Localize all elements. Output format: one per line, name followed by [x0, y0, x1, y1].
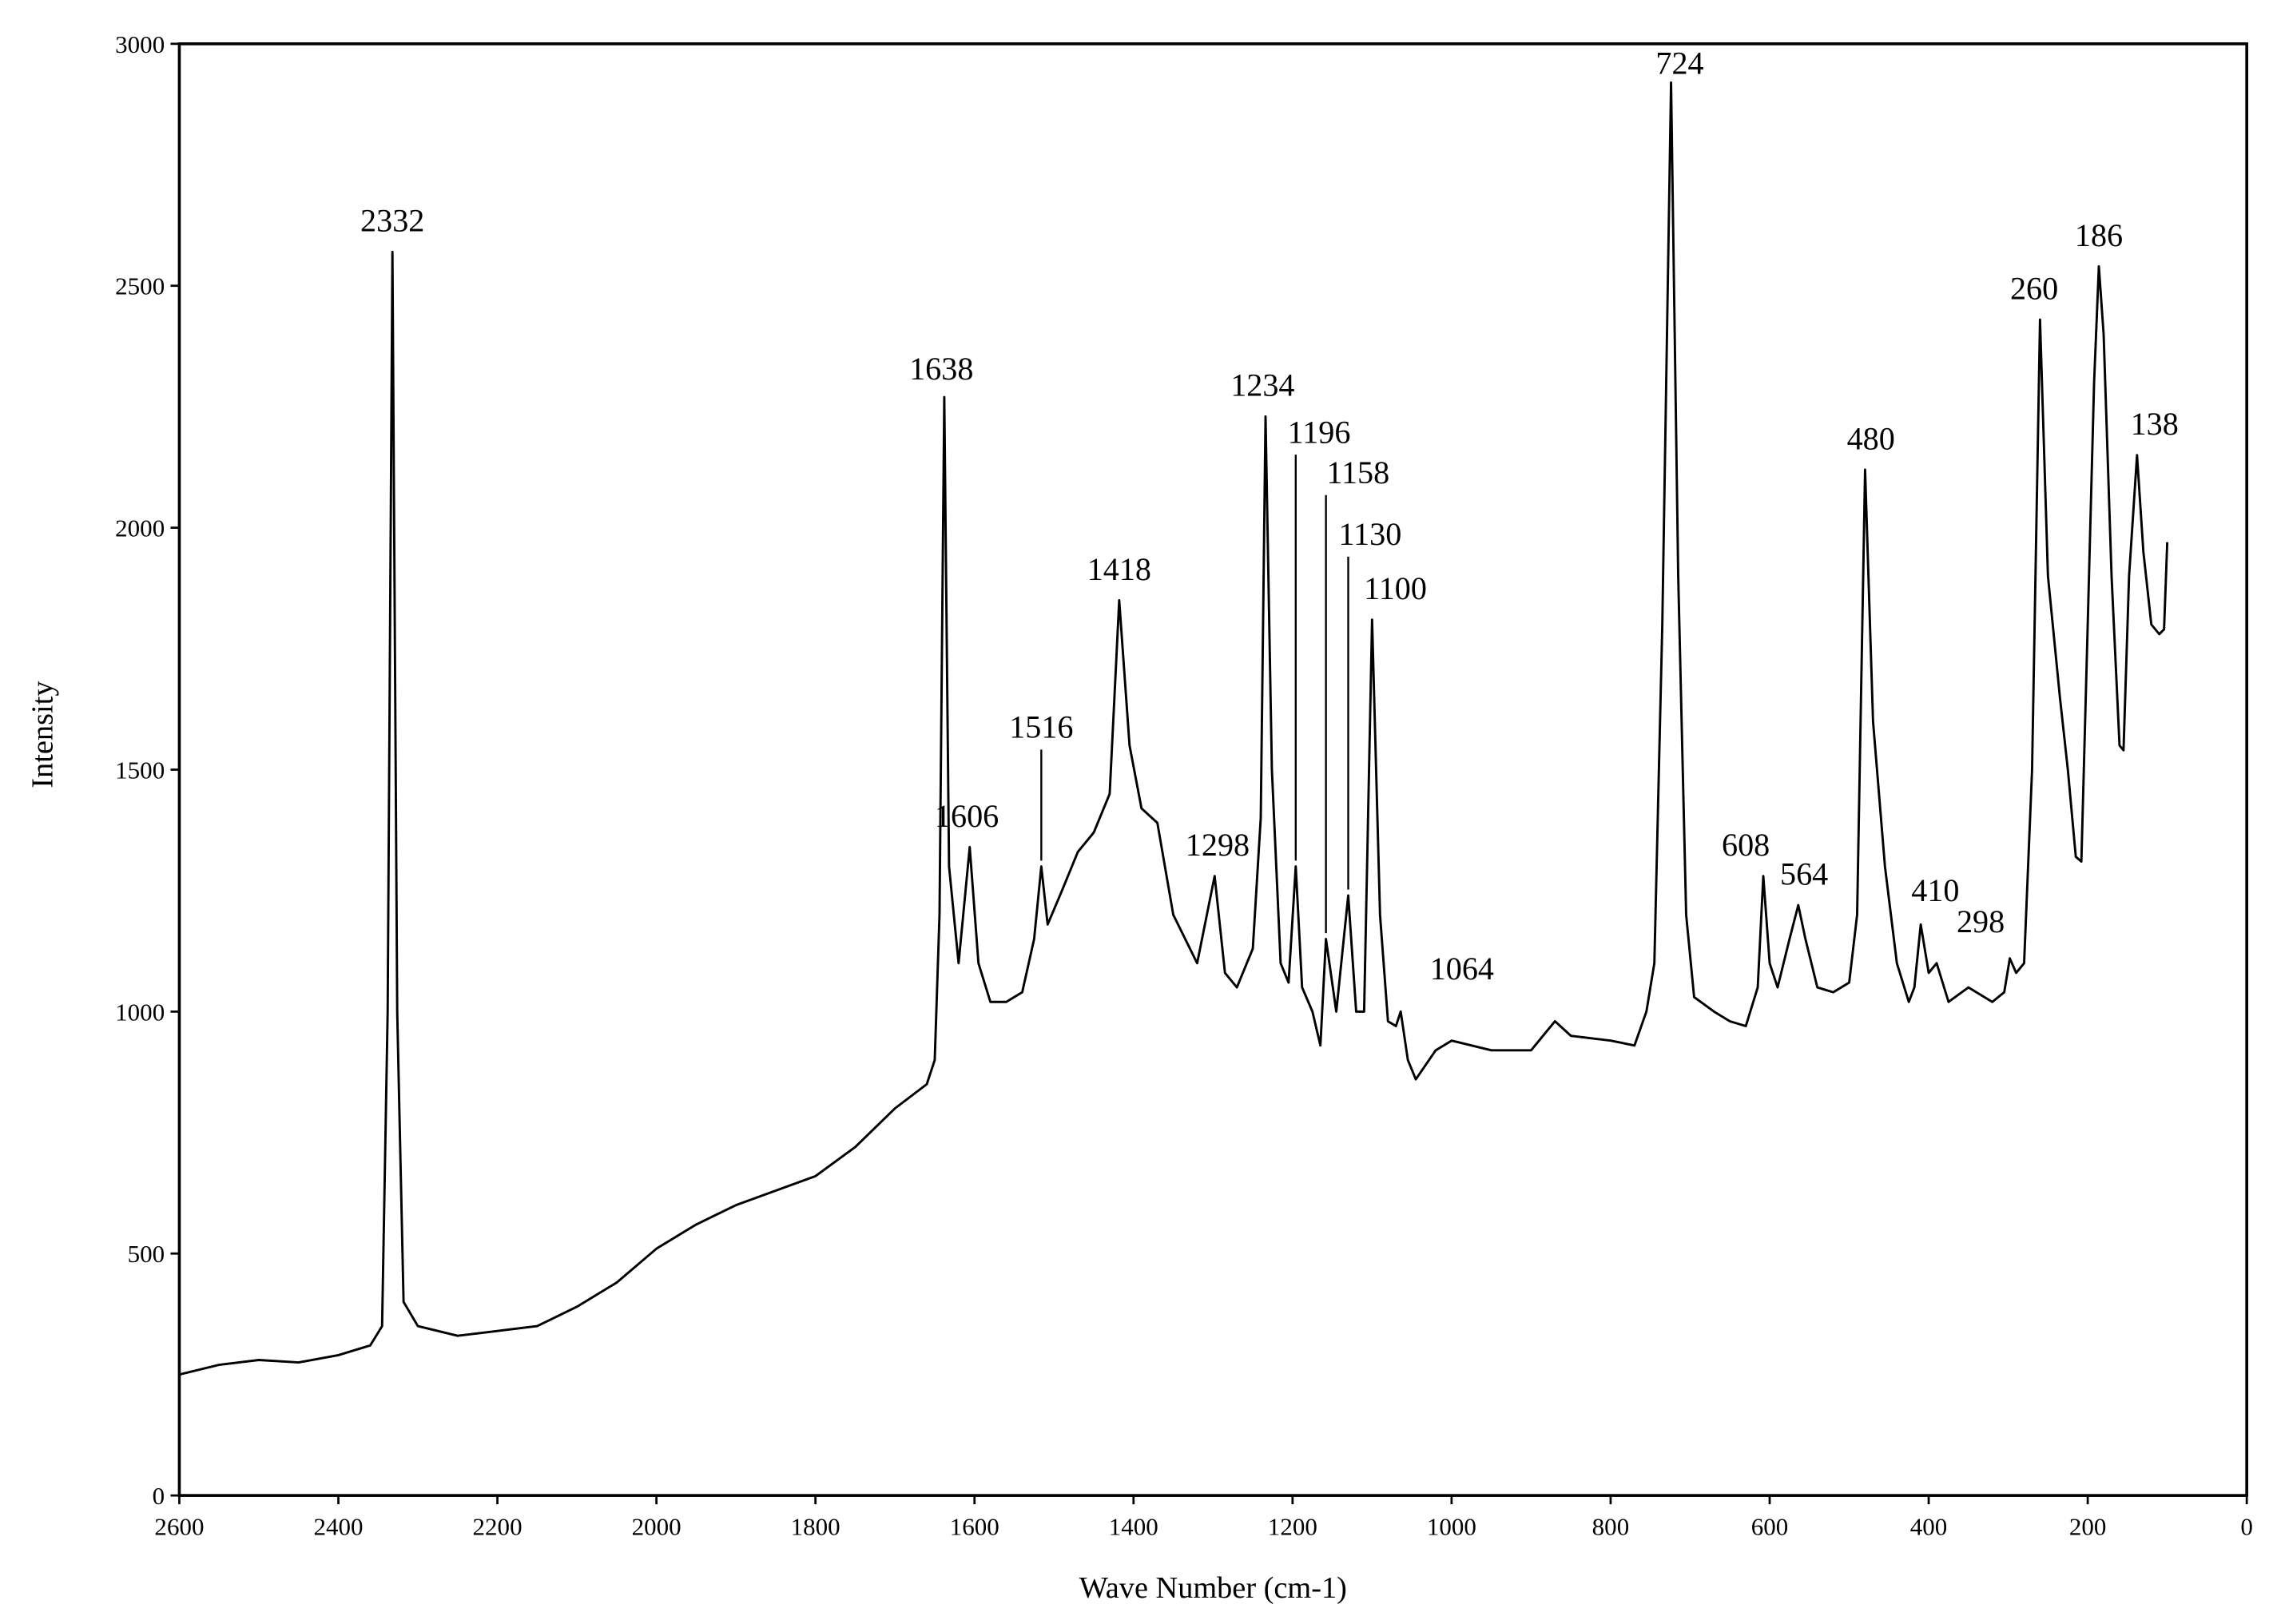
x-tick-label: 600	[1751, 1512, 1789, 1540]
peak-label: 1606	[935, 798, 999, 834]
peak-label: 410	[1911, 872, 1959, 908]
x-tick-label: 2400	[313, 1512, 363, 1540]
peak-label: 564	[1780, 856, 1828, 891]
y-tick-label: 1500	[115, 756, 165, 784]
x-tick-label: 200	[2069, 1512, 2107, 1540]
x-tick-label: 1000	[1427, 1512, 1476, 1540]
peak-label: 138	[2131, 406, 2179, 442]
spectrum-line	[179, 81, 2169, 1376]
y-tick-label: 2500	[115, 272, 165, 300]
x-tick-label: 2000	[632, 1512, 682, 1540]
y-tick-label: 0	[153, 1482, 165, 1510]
peak-label: 1196	[1288, 414, 1351, 450]
peak-label: 608	[1722, 827, 1770, 863]
y-axis-title: Intensity	[26, 681, 60, 788]
x-axis-title: Wave Number (cm-1)	[1079, 1571, 1347, 1605]
peak-label: 1158	[1326, 455, 1389, 490]
x-tick-label: 2200	[473, 1512, 523, 1540]
peak-label: 186	[2075, 217, 2123, 253]
x-tick-label: 400	[1910, 1512, 1948, 1540]
y-tick-label: 500	[128, 1240, 165, 1268]
x-tick-label: 1200	[1268, 1512, 1317, 1540]
peak-label: 1516	[1009, 709, 1073, 745]
plot-frame	[177, 42, 2248, 1497]
peak-label: 1638	[909, 351, 973, 387]
x-tick-label: 2600	[154, 1512, 204, 1540]
x-tick-label: 0	[2240, 1512, 2253, 1540]
peak-label: 1130	[1338, 516, 1401, 552]
peak-label: 480	[1847, 420, 1895, 456]
x-tick-label: 1600	[950, 1512, 999, 1540]
peak-label: 1234	[1230, 367, 1294, 403]
x-tick-label: 1400	[1109, 1512, 1158, 1540]
peak-label: 1298	[1186, 827, 1250, 863]
x-tick-label: 800	[1592, 1512, 1630, 1540]
x-tick-label: 1800	[791, 1512, 840, 1540]
peak-label: 298	[1957, 903, 2005, 939]
peak-label: 1100	[1364, 570, 1427, 606]
peak-label: 260	[2010, 270, 2058, 306]
peak-label: 724	[1655, 45, 1703, 81]
y-tick-label: 3000	[115, 30, 165, 58]
peak-label: 2332	[360, 203, 424, 239]
y-tick-label: 2000	[115, 514, 165, 542]
peak-label: 1418	[1087, 551, 1151, 587]
y-tick-label: 1000	[115, 998, 165, 1026]
peak-label: 1064	[1430, 951, 1494, 987]
